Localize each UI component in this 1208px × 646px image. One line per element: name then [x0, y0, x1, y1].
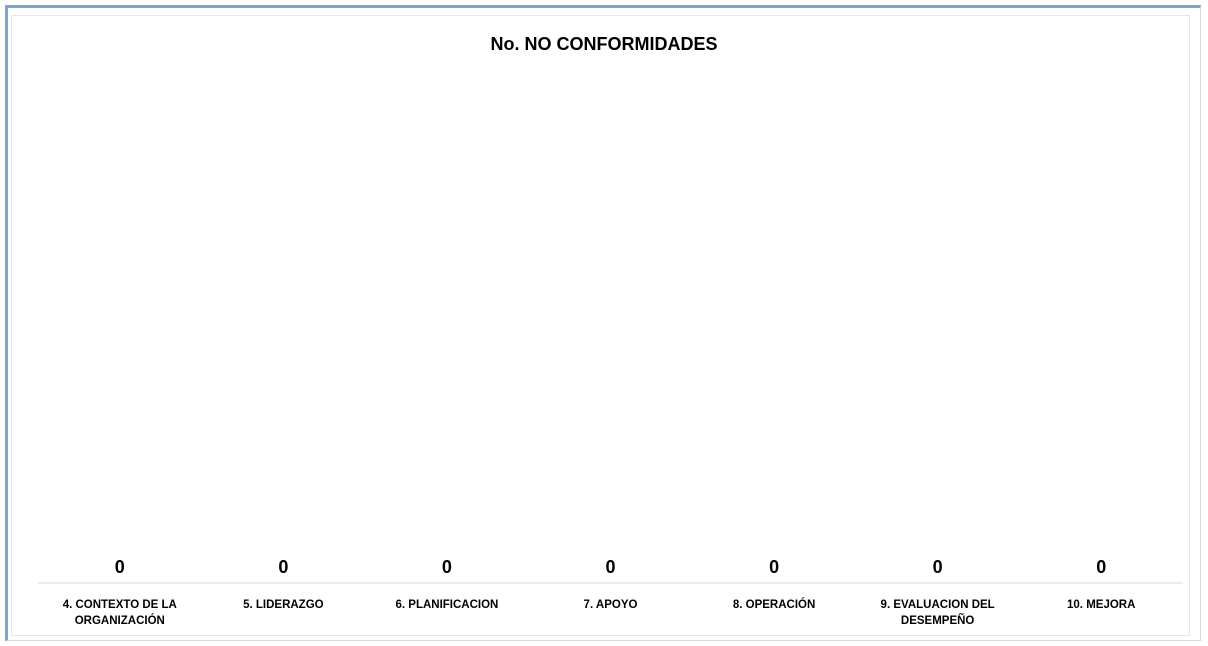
data-labels-layer: 0 0 0 0 0 0 0 — [115, 557, 1106, 577]
x-tick-label-line: 4. CONTEXTO DE LA — [63, 599, 177, 611]
data-label-5: 0 — [769, 557, 779, 577]
x-tick-label-line: 6. PLANIFICACION — [395, 599, 498, 611]
x-tick-label-2: 5. LIDERAZGO — [243, 599, 324, 611]
chart-area — [11, 15, 1190, 636]
data-label-6: 0 — [933, 557, 943, 577]
x-tick-label-7: 10. MEJORA — [1067, 599, 1135, 611]
x-tick-label-1: 4. CONTEXTO DE LA ORGANIZACIÓN — [63, 599, 177, 627]
data-label-7: 0 — [1096, 557, 1106, 577]
chart-title: No. NO CONFORMIDADES — [490, 34, 718, 54]
data-label-3: 0 — [442, 557, 452, 577]
data-label-4: 0 — [605, 557, 615, 577]
x-tick-label-5: 8. OPERACIÓN — [733, 598, 815, 611]
x-tick-label-line: DESEMPEÑO — [901, 614, 975, 627]
data-label-2: 0 — [278, 557, 288, 577]
x-tick-label-line: 8. OPERACIÓN — [733, 598, 815, 611]
x-tick-label-6: 9. EVALUACION DEL DESEMPEÑO — [881, 599, 995, 627]
x-tick-label-line: ORGANIZACIÓN — [75, 614, 165, 627]
x-tick-label-4: 7. APOYO — [584, 599, 638, 611]
x-tick-labels-layer: 4. CONTEXTO DE LA ORGANIZACIÓN 5. LIDERAZG… — [63, 598, 1136, 627]
x-tick-label-line: 7. APOYO — [584, 599, 638, 611]
x-tick-label-line: 5. LIDERAZGO — [243, 599, 324, 611]
x-tick-label-3: 6. PLANIFICACION — [395, 599, 498, 611]
x-tick-label-line: 9. EVALUACION DEL — [881, 599, 995, 611]
data-label-1: 0 — [115, 557, 125, 577]
x-tick-label-line: 10. MEJORA — [1067, 599, 1135, 611]
